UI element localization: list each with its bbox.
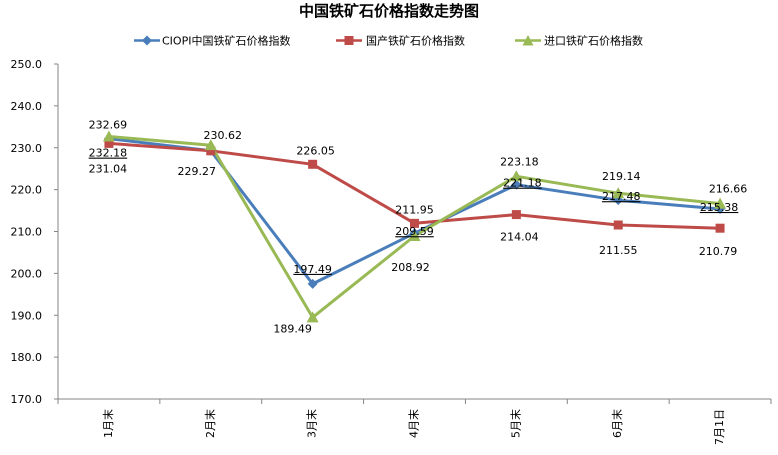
data-point [308,159,318,169]
data-label: 211.55 [599,244,638,257]
triangle-marker-icon [522,35,534,46]
x-tick-label: 3月末 [305,409,319,438]
y-tick-label: 220.0 [11,184,43,197]
x-tick-label: 1月末 [101,409,115,438]
legend-entry-imported: 进口铁矿石价格指数 [515,34,643,48]
data-point [408,230,421,242]
data-point [714,197,727,209]
x-tick-label: 7月1日 [713,409,726,445]
data-label: 221.18 [503,177,542,190]
legend-label-imported: 进口铁矿石价格指数 [544,34,643,48]
data-label: 189.49 [273,322,312,335]
square-marker-icon [344,36,354,45]
y-tick-label: 190.0 [11,309,43,322]
x-tick-label: 5月末 [508,409,522,438]
y-tick-label: 230.0 [11,142,43,155]
data-label: 229.27 [178,165,217,178]
y-tick-label: 170.0 [11,393,43,406]
data-label: 210.79 [699,245,738,258]
data-point [511,179,522,190]
data-label: 197.49 [293,263,332,276]
legend-label-domestic: 国产铁矿石价格指数 [366,34,465,48]
data-label: 217.48 [602,190,641,203]
data-label: 223.18 [500,155,539,168]
diamond-marker-icon [142,35,152,46]
y-tick-label: 200.0 [11,267,43,280]
x-tick-label: 4月末 [407,409,421,438]
legend-entry-domestic: 国产铁矿石价格指数 [336,34,465,48]
data-point [206,146,216,156]
chart-legend: CIOPI中国铁矿石价格指数 国产铁矿石价格指数 进口铁矿石价格指数 [134,34,643,48]
data-point [715,223,725,233]
chart-axes: 170.0 180.0 190.0 200.0 210.0 220.0 230.0 240.0… [11,58,772,445]
data-label: 226.05 [296,144,335,157]
y-tick-label: 180.0 [11,351,43,364]
data-labels: 232.69 232.18 231.04 230.62 229.27 226.05 197.… [89,118,748,335]
legend-label-ciopi: CIOPI中国铁矿石价格指数 [162,34,290,48]
data-label: 215.38 [700,201,739,214]
data-point [612,187,625,199]
data-label: 232.69 [89,118,128,131]
data-label: 219.14 [602,170,641,183]
data-point [102,130,115,142]
data-point [613,220,623,230]
data-label: 230.62 [204,129,243,142]
data-label: 214.04 [500,231,539,244]
data-point [104,138,114,148]
x-tick-label: 6月末 [610,409,624,438]
chart-title: 中国铁矿石价格指数走势图 [299,2,479,20]
data-point [306,311,319,323]
data-label: 211.95 [395,203,434,216]
legend-entry-ciopi: CIOPI中国铁矿石价格指数 [134,34,290,48]
data-label: 208.92 [391,261,430,274]
x-tick-label: 2月末 [203,409,217,438]
data-point [410,218,419,228]
y-tick-label: 250.0 [11,58,43,71]
data-label: 231.04 [89,162,128,175]
data-point [307,278,318,289]
data-label: 232.18 [89,147,128,160]
y-tick-label: 210.0 [11,226,43,239]
data-label: 216.66 [709,183,748,196]
data-label: 209.59 [395,225,434,238]
data-point [204,139,217,151]
series-markers [102,130,727,323]
y-tick-label: 240.0 [11,100,43,113]
data-point [511,210,521,220]
data-point [510,170,523,182]
